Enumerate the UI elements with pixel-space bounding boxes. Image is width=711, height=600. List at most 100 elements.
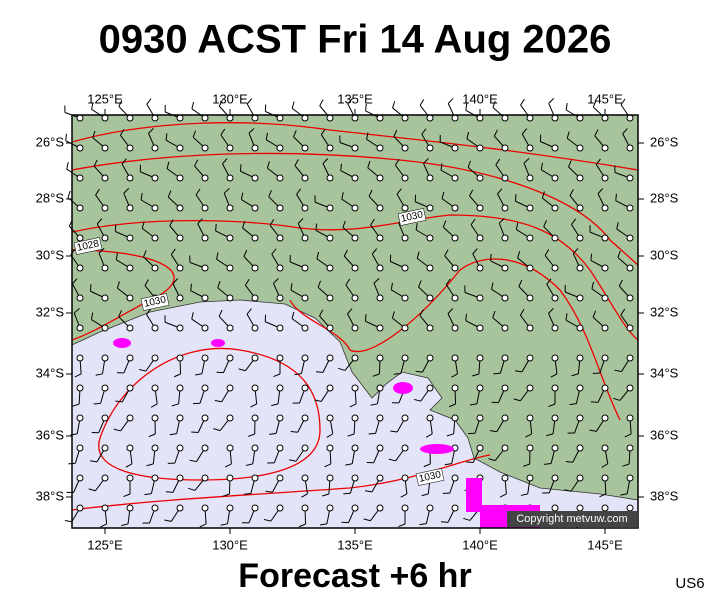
barb-feather: [343, 249, 348, 257]
barb-feather: [370, 218, 375, 226]
barb-feather: [118, 310, 122, 317]
barb-feather: [342, 220, 346, 228]
barb-feather: [490, 253, 492, 262]
barb-station: [601, 324, 609, 332]
barb-feather: [366, 132, 369, 140]
barb-station: [351, 204, 359, 212]
barb-station: [401, 204, 409, 212]
barb-feather: [322, 158, 329, 164]
barb-station: [326, 144, 334, 152]
barb-feather: [466, 131, 470, 139]
barb-station: [551, 474, 559, 482]
barb-station: [201, 474, 209, 482]
barb-station: [226, 474, 234, 482]
barb-station: [76, 414, 84, 422]
barb-feather: [140, 193, 143, 201]
barb-feather: [447, 98, 454, 104]
barb-feather: [388, 458, 396, 462]
barb-feather: [520, 98, 525, 106]
barb-feather: [115, 252, 118, 260]
barb-station: [126, 264, 134, 272]
barb-feather: [441, 191, 445, 199]
barb-station: [601, 234, 609, 242]
barb-feather: [144, 493, 152, 496]
barb-feather: [73, 307, 80, 314]
isobars: [71, 122, 639, 511]
barb-station: [76, 234, 84, 242]
barb-station: [126, 174, 134, 182]
barb-station: [326, 354, 334, 362]
barb-feather: [72, 278, 78, 285]
barb-feather: [415, 223, 418, 231]
barb-station: [326, 234, 334, 242]
barb-feather: [248, 128, 255, 134]
barb-station: [126, 204, 134, 212]
barb-station: [526, 474, 534, 482]
barb-station: [301, 294, 309, 302]
barb-feather: [467, 160, 472, 168]
barb-station: [551, 504, 559, 512]
barb-feather: [569, 189, 574, 196]
barb-feather: [317, 280, 322, 288]
copyright-box: [507, 511, 637, 527]
barb-feather: [418, 280, 422, 288]
barb-feather: [93, 402, 101, 405]
barb-station: [76, 384, 84, 392]
barb-feather: [590, 253, 593, 261]
barb-feather: [324, 463, 332, 468]
lon-label-bottom: 145°E: [587, 537, 623, 552]
barb-station: [76, 474, 84, 482]
lat-label-right: 36°S: [650, 427, 679, 442]
barb-feather: [472, 248, 478, 255]
barb-station: [626, 354, 634, 362]
barb-station: [76, 114, 84, 122]
barb-station: [76, 174, 84, 182]
barb-station: [401, 174, 409, 182]
barb-feather: [121, 158, 127, 165]
barb-station: [551, 384, 559, 392]
barb-station: [576, 204, 584, 212]
barb-station: [601, 504, 609, 512]
barb-feather: [591, 281, 595, 289]
barb-station: [176, 504, 184, 512]
barb-feather: [263, 518, 271, 522]
lat-label-right: 28°S: [650, 190, 679, 205]
barb-feather: [222, 493, 230, 497]
barb-station: [326, 474, 334, 482]
lat-label-right: 38°S: [650, 488, 679, 503]
barb-feather: [341, 192, 344, 200]
barb-feather: [165, 491, 174, 493]
barb-feather: [95, 373, 103, 376]
barb-feather: [620, 493, 628, 496]
barb-station: [501, 294, 509, 302]
barb-station: [501, 264, 509, 272]
barb-station: [476, 444, 484, 452]
barb-station: [451, 234, 459, 242]
barb-feather: [343, 492, 351, 495]
barb-station: [526, 174, 534, 182]
barb-station: [76, 294, 84, 302]
barb-station: [476, 264, 484, 272]
barb-station: [501, 414, 509, 422]
barb-station: [626, 264, 634, 272]
barb-feather: [66, 162, 69, 170]
lat-label-right: 34°S: [650, 365, 679, 380]
barb-station: [276, 234, 284, 242]
barb-feather: [421, 128, 427, 135]
barb-feather: [322, 493, 330, 497]
barb-station: [376, 114, 384, 122]
barb-feather: [463, 517, 471, 521]
barb-feather: [425, 433, 433, 438]
barb-feather: [615, 193, 617, 201]
barb-feather: [165, 133, 168, 141]
barb-station: [101, 384, 109, 392]
barb-feather: [392, 101, 396, 109]
barb-station: [276, 114, 284, 122]
barb-station: [526, 324, 534, 332]
barb-feather: [169, 433, 177, 436]
barb-station: [301, 474, 309, 482]
barb-feather: [192, 130, 197, 138]
barb-station: [201, 354, 209, 362]
barb-station: [551, 324, 559, 332]
barb-feather: [95, 188, 100, 196]
